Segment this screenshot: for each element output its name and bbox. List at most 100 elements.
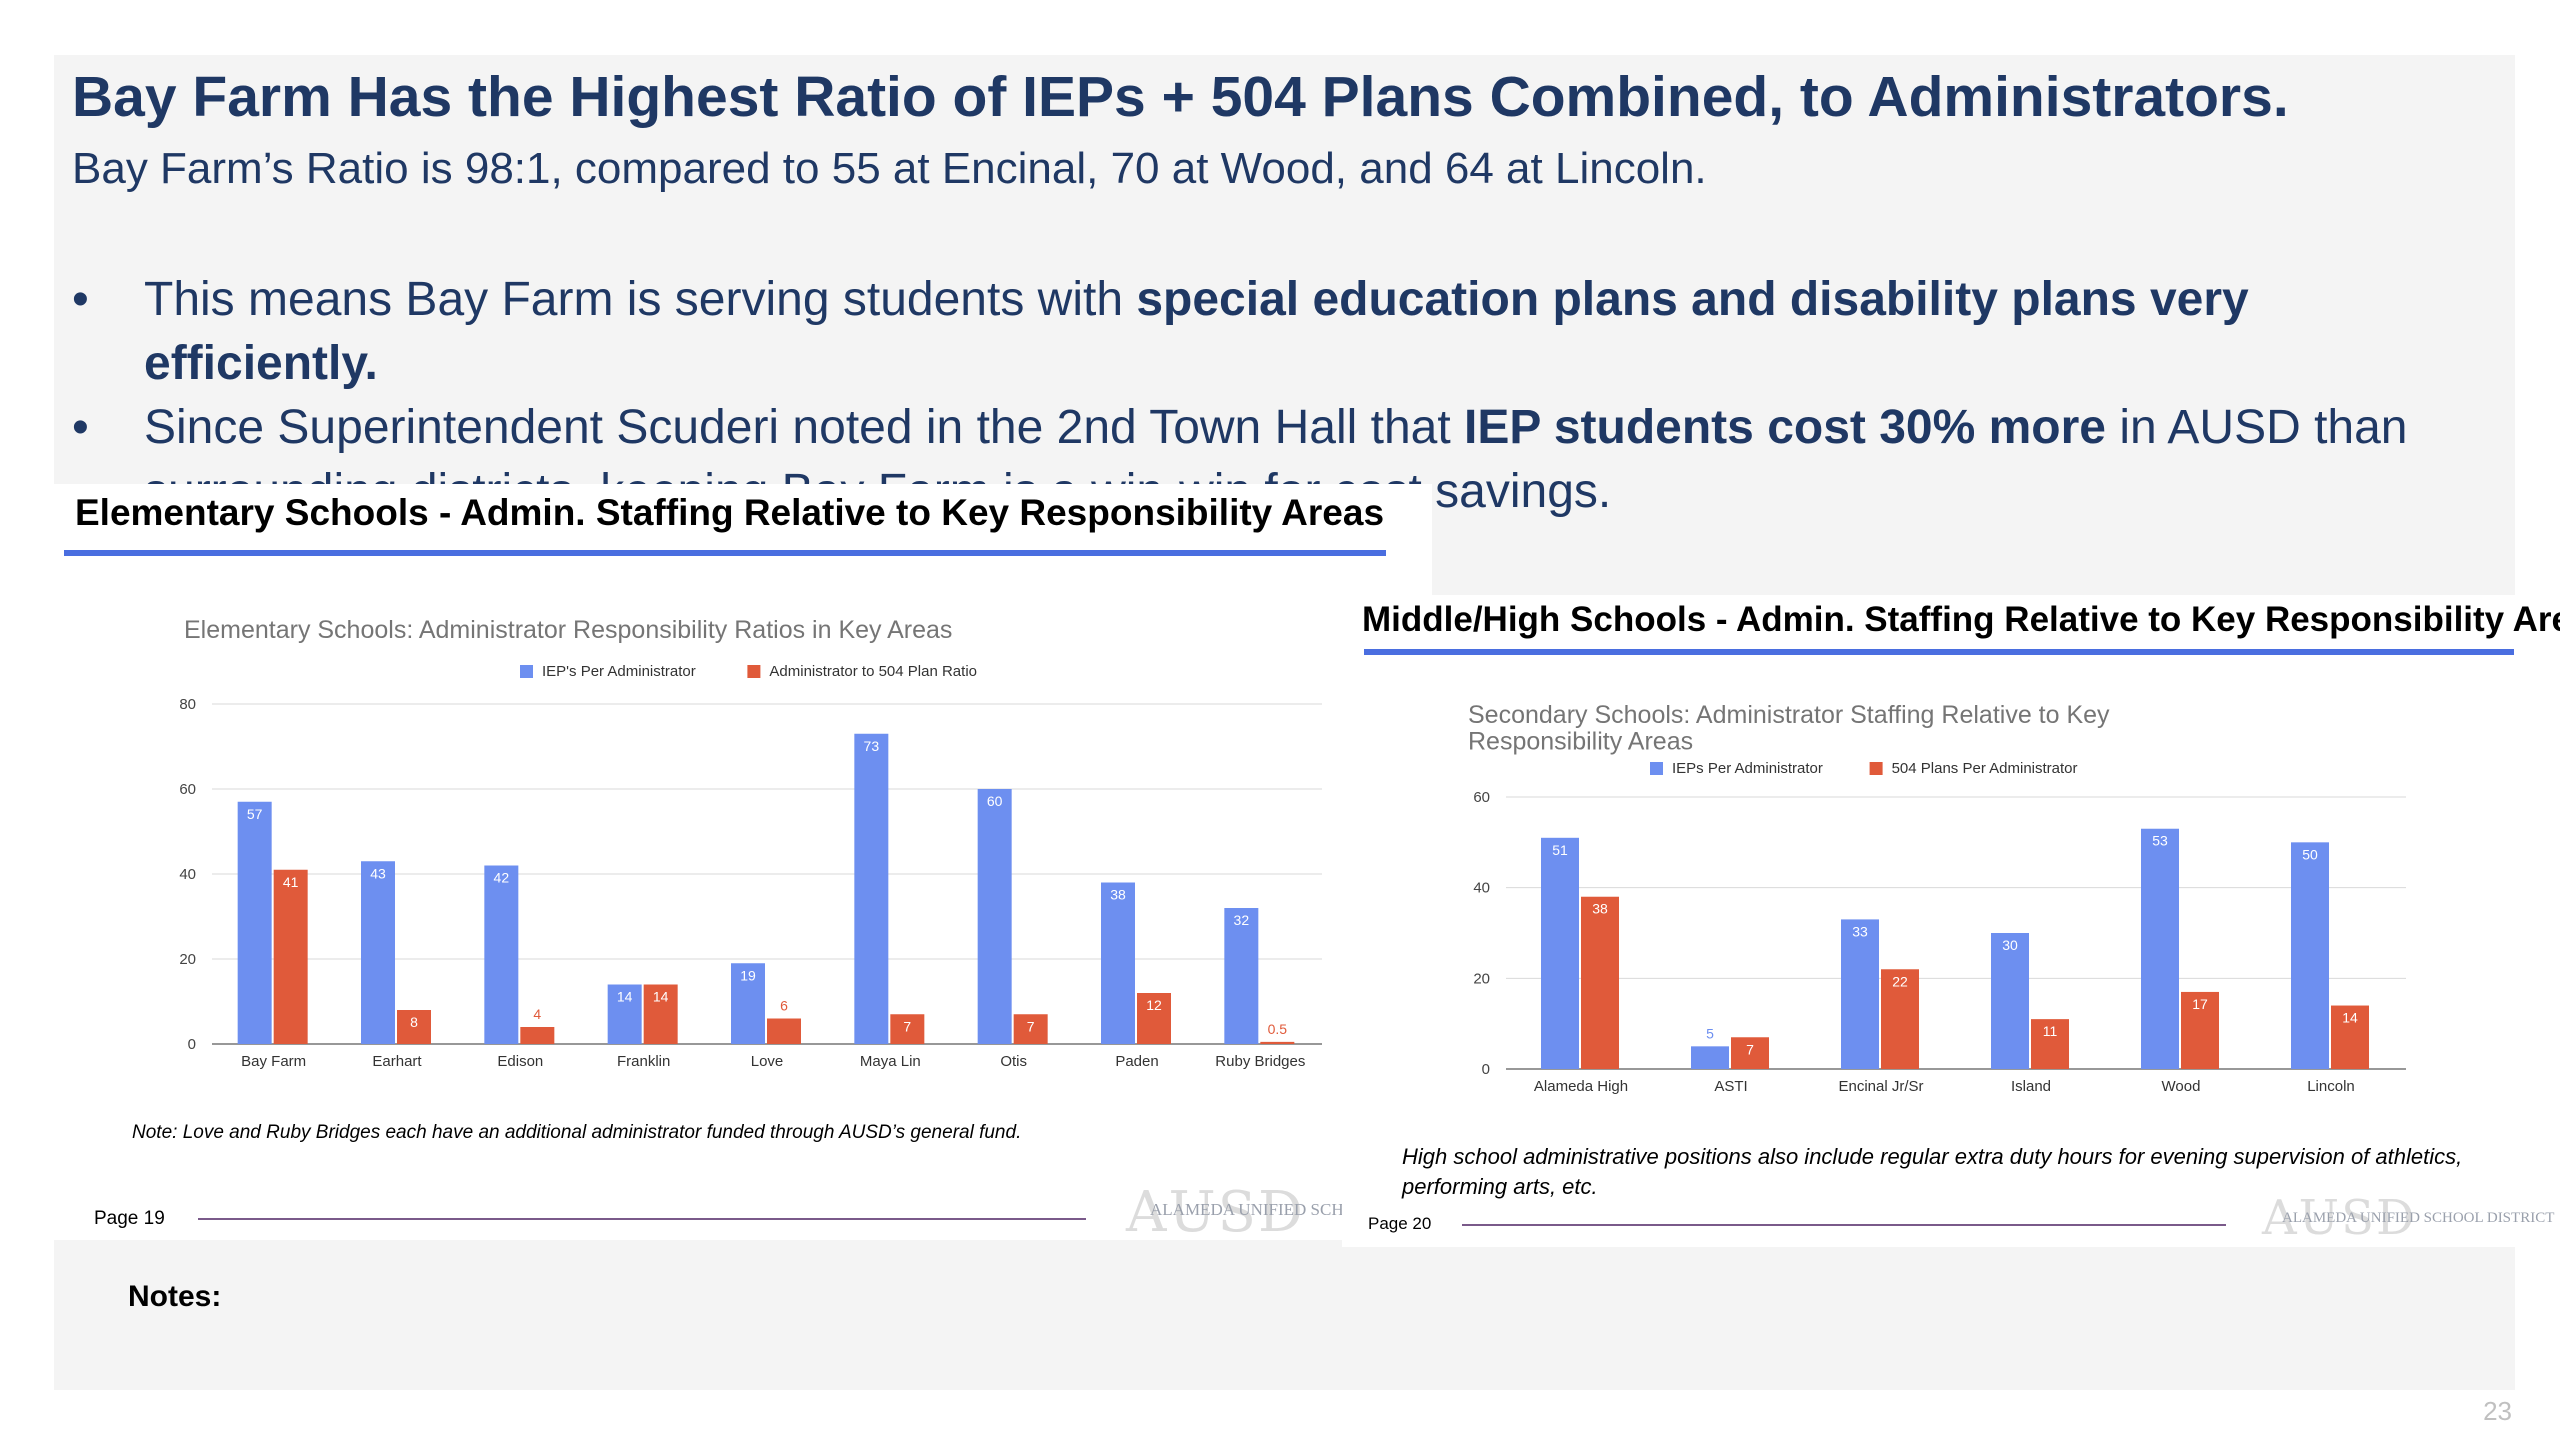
bar-series-1 [607,984,642,1044]
x-tick-label: Franklin [617,1053,670,1070]
chart-title: Secondary Schools: Administrator Staffin… [1468,701,2110,729]
slide-title: Bay Farm Has the Highest Ratio of IEPs +… [72,65,2289,129]
data-label: 42 [494,870,510,886]
bar-series-2 [1881,969,1919,1069]
slide-subtitle: Bay Farm’s Ratio is 98:1, compared to 55… [72,144,1707,193]
bar-series-2 [397,1010,431,1044]
data-label: 43 [370,865,386,881]
x-tick-label: Ruby Bridges [1215,1053,1305,1070]
bar-series-2 [2181,991,2219,1069]
data-label: 19 [740,967,756,983]
secondary-note: High school administrative positions als… [1402,1144,2463,1199]
y-tick-label: 0 [188,1036,196,1053]
secondary-section-heading: Middle/High Schools - Admin. Staffing Re… [1362,600,2560,639]
data-label: 38 [1110,887,1126,903]
x-tick-label: Paden [1115,1053,1158,1070]
data-label: 0.5 [1268,1021,1288,1037]
ausd-name-watermark: ALAMEDA UNIFIED SCHOOL DISTRICT [2282,1210,2555,1226]
data-label: 53 [2152,833,2168,849]
ausd-logo-watermark: AUSD [2262,1190,2417,1246]
page-number: 23 [2483,1396,2512,1426]
x-tick-label: ASTI [1714,1078,1747,1095]
x-tick-label: Lincoln [2307,1078,2355,1095]
bar-series-1 [1541,837,1579,1069]
bullet-text: Since Superintendent Scuderi noted in th… [144,401,1464,454]
bar-series-1 [1691,1046,1729,1069]
bar-series-1 [361,861,395,1044]
data-label: 33 [1852,923,1868,939]
data-label: 50 [2302,846,2318,862]
bar-series-1 [1224,908,1259,1044]
bullet-text: This means Bay Farm is serving students … [144,273,1137,326]
y-tick-label: 20 [179,951,196,968]
data-label: 38 [1592,901,1608,917]
bar-series-2 [890,1014,925,1044]
data-label: 7 [903,1018,911,1034]
x-tick-label: Encinal Jr/Sr [1838,1078,1923,1095]
bar-series-1 [484,865,519,1044]
x-tick-label: Otis [1000,1053,1027,1070]
data-label: 11 [2043,1023,2058,1039]
data-label: 51 [1552,842,1568,858]
y-tick-label: 40 [1473,880,1490,897]
y-tick-label: 0 [1482,1061,1490,1078]
legend-label: 504 Plans Per Administrator [1892,760,2078,777]
data-label: 8 [410,1014,418,1030]
data-label: 14 [2342,1010,2358,1026]
secondary-chart: Secondary Schools: Administrator Staffin… [1468,701,2406,1095]
data-label: 17 [2192,996,2208,1012]
elementary-chart-card [54,484,1432,1240]
y-tick-label: 80 [179,696,196,713]
data-label: 14 [653,989,669,1005]
data-label: 6 [780,998,788,1014]
data-label: 4 [533,1006,541,1022]
legend-label: IEP's Per Administrator [542,663,696,680]
notes-label: Notes: [128,1280,222,1313]
legend-swatch [520,665,533,678]
elementary-heading-rule [64,550,1386,556]
elementary-chart: Elementary Schools: Administrator Respon… [179,616,1322,1070]
bar-series-2 [1260,1041,1295,1044]
bar-series-2 [643,984,678,1044]
bar-series-1 [731,963,765,1044]
data-label: 7 [1027,1018,1035,1034]
legend-label: IEPs Per Administrator [1672,760,1823,777]
elementary-page-label: Page 19 [94,1208,165,1229]
data-label: 14 [617,989,633,1005]
secondary-page-label: Page 20 [1368,1214,1432,1233]
data-label: 73 [864,738,880,754]
y-tick-label: 40 [179,866,196,883]
data-label: 7 [1746,1041,1754,1057]
data-label: 12 [1146,997,1162,1013]
ausd-logo-watermark: AUSD [1126,1180,1305,1245]
legend-swatch [747,665,761,678]
bar-series-2 [520,1027,555,1044]
bullet-emphasis: IEP students cost 30% more [1464,401,2106,454]
bullet-marker: • [72,401,89,454]
bullet-emphasis: special education plans and disability p… [144,273,2249,390]
data-label: 30 [2002,937,2018,953]
data-label: 57 [247,806,263,822]
bar-series-2 [2031,1019,2069,1069]
x-tick-label: Wood [2162,1078,2201,1095]
secondary-page-rule [1462,1224,2226,1226]
y-tick-label: 20 [1473,970,1490,987]
ausd-name-watermark: ALAMEDA UNIFIED SCHOOL [1150,1200,1379,1219]
data-label: 60 [987,793,1003,809]
x-tick-label: Alameda High [1534,1078,1628,1095]
chart-title: Elementary Schools: Administrator Respon… [184,616,952,644]
data-label: 5 [1706,1025,1714,1041]
data-label: 32 [1234,912,1250,928]
bar-series-2 [1581,896,1619,1069]
bar-series-1 [1841,919,1879,1069]
elementary-page-rule [198,1218,1086,1220]
bullet-item: • This means Bay Farm is serving student… [72,268,2492,396]
chart-title: Responsibility Areas [1468,727,1693,755]
data-label: 41 [283,874,299,890]
bar-series-1 [854,733,889,1044]
bar-series-2 [2331,1005,2369,1069]
x-tick-label: Edison [497,1053,543,1070]
y-tick-label: 60 [179,781,196,798]
bar-series-1 [2141,828,2179,1069]
bullet-marker: • [72,273,89,326]
